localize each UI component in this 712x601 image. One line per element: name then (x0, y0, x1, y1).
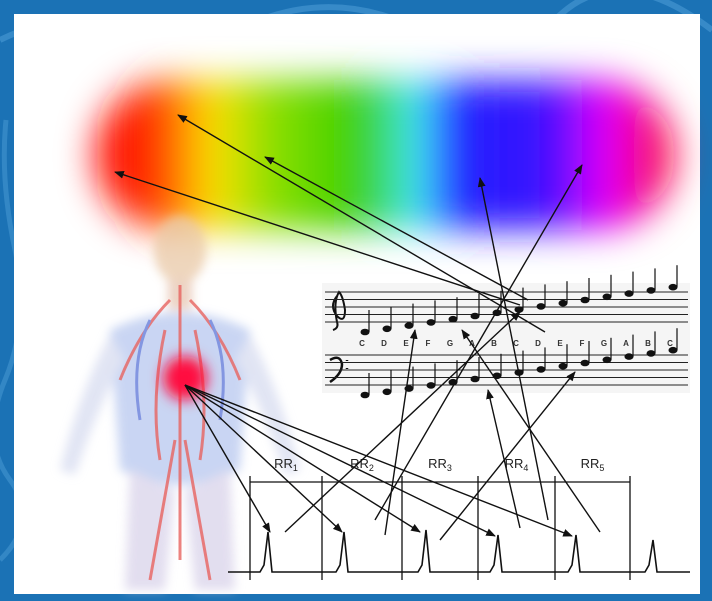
note (581, 297, 590, 304)
note-letter: C (667, 339, 673, 348)
note-letter: A (623, 339, 629, 348)
heart (163, 356, 207, 400)
rr-index: 1 (293, 463, 298, 473)
color-spectrum (95, 80, 675, 230)
note-letter: G (447, 339, 453, 348)
note (383, 326, 392, 333)
note (471, 376, 480, 383)
note (647, 350, 656, 357)
note (581, 360, 590, 367)
rr-name: RR (505, 456, 524, 471)
note (625, 353, 634, 360)
note (625, 290, 634, 297)
rr-index: 5 (599, 463, 604, 473)
note-letter: C (359, 339, 365, 348)
note-letter: B (645, 339, 651, 348)
rr-index: 2 (369, 463, 374, 473)
rr-index: 3 (447, 463, 452, 473)
note (559, 300, 568, 307)
note (427, 382, 436, 389)
rr-index: 4 (523, 463, 528, 473)
note-letter: F (426, 339, 431, 348)
illustration: CDEFGABCDEFGABC RR1RR2RR3RR4RR5 (0, 0, 712, 601)
note-letter: E (557, 339, 563, 348)
note-letter: E (403, 339, 409, 348)
rr-name: RR (581, 456, 600, 471)
note (471, 313, 480, 320)
note-letter: F (580, 339, 585, 348)
note (515, 306, 524, 313)
note-letter: G (601, 339, 607, 348)
note-letter: D (535, 339, 541, 348)
note (537, 303, 546, 310)
note (559, 363, 568, 370)
note (361, 392, 370, 399)
note (383, 389, 392, 396)
note (449, 316, 458, 323)
rr-name: RR (428, 456, 447, 471)
note (361, 329, 370, 336)
note-letter: D (381, 339, 387, 348)
note (537, 366, 546, 373)
rr-name: RR (274, 456, 293, 471)
note (603, 294, 612, 301)
note (427, 319, 436, 326)
note (405, 322, 414, 329)
note (647, 287, 656, 294)
note (603, 357, 612, 364)
note (669, 284, 678, 291)
note-letter: B (491, 339, 497, 348)
